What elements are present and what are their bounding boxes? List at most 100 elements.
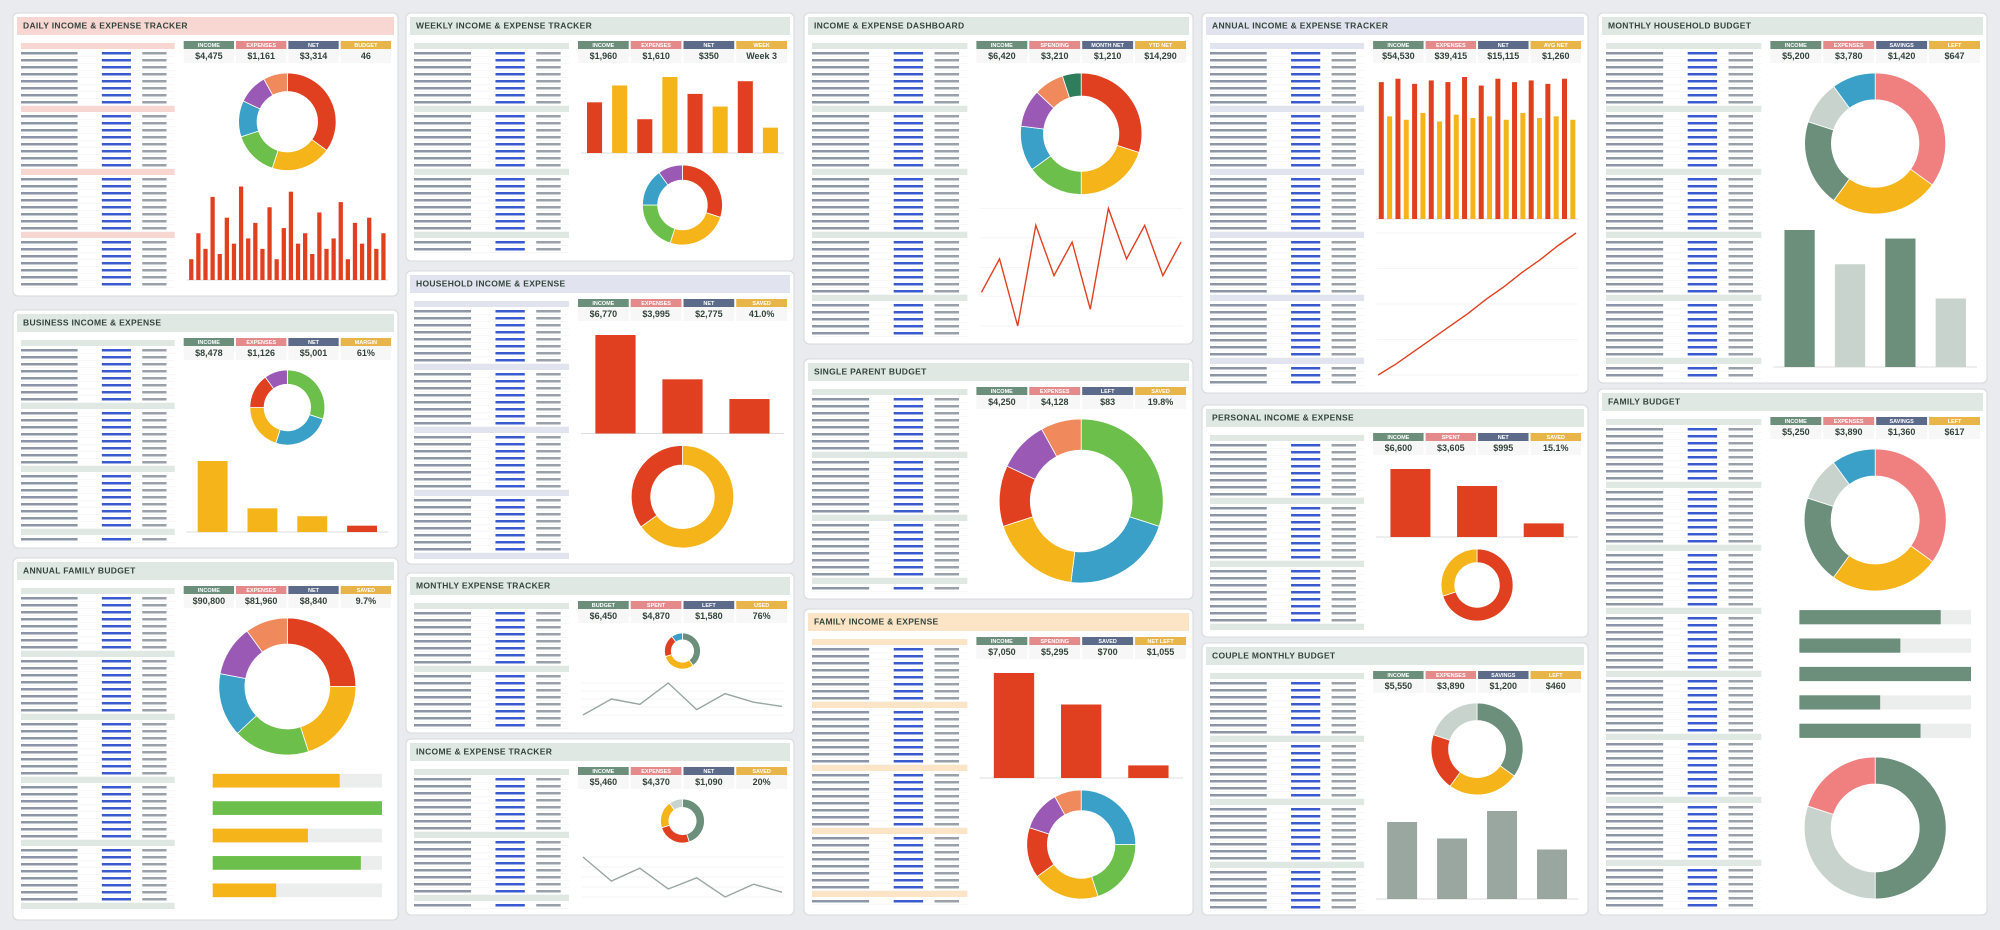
cell (21, 213, 78, 216)
cell (934, 325, 960, 328)
cell (21, 143, 78, 146)
cell (1331, 479, 1356, 482)
cell (1687, 185, 1718, 188)
bar (612, 85, 628, 153)
kpi-label: SAVINGS (1491, 673, 1516, 679)
cell (536, 199, 561, 202)
cell (1728, 533, 1754, 536)
cell (1728, 192, 1754, 195)
kpi-value: $1,360 (1888, 427, 1916, 437)
cell (893, 844, 924, 847)
cell (536, 66, 561, 69)
cell (934, 73, 960, 76)
kpi-label: INCOME (1387, 673, 1409, 679)
cell (812, 545, 870, 548)
cell (495, 101, 525, 104)
cell (1291, 269, 1321, 272)
cell (1687, 575, 1718, 578)
cell (1606, 519, 1664, 522)
cell (21, 751, 78, 754)
cell (1728, 304, 1754, 307)
section-band (1606, 43, 1762, 49)
cell (414, 813, 472, 816)
cell (536, 164, 561, 167)
cell (1210, 59, 1267, 62)
cell (1728, 94, 1754, 97)
cell (495, 485, 525, 488)
cell (1687, 101, 1718, 104)
cell (893, 73, 924, 76)
kpi-body (1082, 49, 1134, 63)
cell (536, 717, 561, 720)
cell (414, 185, 472, 188)
cell (495, 464, 525, 467)
section-band (21, 840, 175, 846)
bar (1390, 469, 1431, 537)
cell (1687, 449, 1718, 452)
cell (101, 192, 131, 195)
cell (414, 115, 472, 118)
cell (1331, 899, 1356, 902)
bar (637, 119, 653, 153)
kpi-label: INCOME (592, 301, 614, 307)
cell (21, 164, 78, 167)
cell (21, 426, 78, 429)
cell (142, 611, 167, 614)
cell (1687, 666, 1718, 669)
cell (893, 746, 924, 749)
cell (536, 869, 561, 872)
section-band (414, 769, 569, 775)
donut-segment (263, 72, 288, 96)
cell (812, 865, 870, 868)
kpi-head (683, 299, 735, 307)
cell (21, 744, 78, 747)
kpi-head (1823, 41, 1875, 49)
cell (1728, 73, 1754, 76)
cell (1210, 836, 1267, 839)
cell (893, 318, 924, 321)
kpi-body (1823, 425, 1875, 439)
cell (414, 548, 472, 551)
cell (101, 377, 131, 380)
cell (1687, 750, 1718, 753)
cell (1728, 290, 1754, 293)
section-band (1606, 358, 1762, 364)
cell (536, 506, 561, 509)
cell (414, 443, 472, 446)
cell (21, 821, 78, 824)
cell (1728, 715, 1754, 718)
cell (495, 813, 525, 816)
kpi-head (736, 299, 787, 307)
kpi-value: Week 3 (746, 51, 777, 61)
cell (21, 667, 78, 670)
cell (536, 862, 561, 865)
kpi-body (976, 645, 1028, 659)
cell (1687, 708, 1718, 711)
cell (142, 255, 167, 258)
cell (142, 730, 167, 733)
cell (934, 753, 960, 756)
cell (142, 681, 167, 684)
cell (812, 690, 870, 693)
cell (414, 338, 472, 341)
kpi-head (1530, 433, 1581, 441)
cell (414, 415, 472, 418)
cell (1728, 883, 1754, 886)
section-band (21, 466, 175, 472)
cell (495, 883, 525, 886)
cell (1606, 269, 1664, 272)
section-band (414, 832, 569, 838)
cell (1331, 857, 1356, 860)
cell (495, 717, 525, 720)
cell (1210, 164, 1267, 167)
cell (934, 872, 960, 875)
cell (1331, 290, 1356, 293)
kpi-value: $83 (1100, 397, 1115, 407)
cell (536, 464, 561, 467)
cell (812, 325, 870, 328)
cell (812, 676, 870, 679)
cell (1331, 346, 1356, 349)
cell (1687, 638, 1718, 641)
cell (1210, 241, 1267, 244)
cell (414, 799, 472, 802)
